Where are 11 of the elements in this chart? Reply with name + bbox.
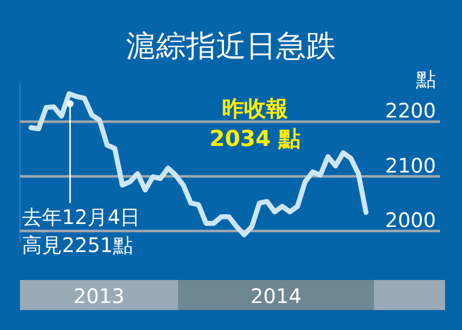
- annotation: 高見2251點: [22, 233, 133, 257]
- annotation: 去年12月4日: [22, 205, 140, 229]
- y-tick-label: 2100: [385, 153, 436, 178]
- annotation: 2034 點: [210, 127, 300, 152]
- y-axis-title: 點: [415, 67, 436, 91]
- chart-title: 滬綜指近日急跌: [126, 29, 336, 64]
- y-tick-label: 2200: [385, 98, 436, 123]
- y-tick-label: 2000: [385, 208, 436, 232]
- text: 2014: [250, 284, 302, 308]
- text: 2013: [74, 284, 124, 308]
- annotation: 昨收報: [222, 97, 289, 122]
